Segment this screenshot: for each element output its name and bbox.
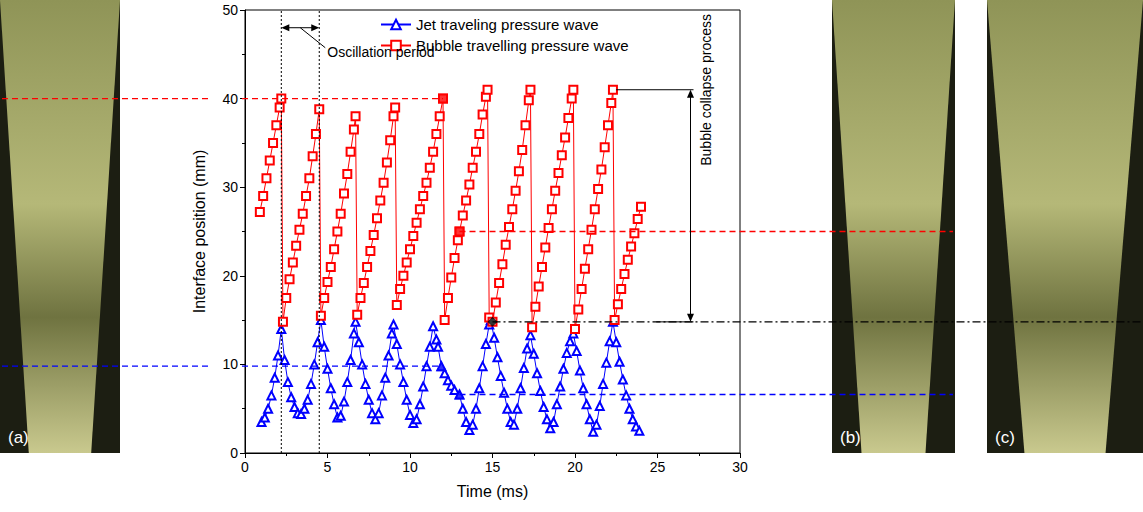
svg-text:(b): (b) <box>840 428 861 447</box>
svg-text:15: 15 <box>485 459 501 475</box>
svg-text:Interface position (mm): Interface position (mm) <box>191 150 208 314</box>
svg-text:(a): (a) <box>8 428 29 447</box>
svg-text:25: 25 <box>650 459 666 475</box>
svg-text:20: 20 <box>567 459 583 475</box>
svg-text:20: 20 <box>222 268 238 284</box>
svg-text:0: 0 <box>241 459 249 475</box>
svg-text:30: 30 <box>222 179 238 195</box>
svg-text:10: 10 <box>222 356 238 372</box>
svg-text:40: 40 <box>222 91 238 107</box>
svg-text:Time (ms): Time (ms) <box>457 483 528 500</box>
svg-text:(c): (c) <box>995 428 1015 447</box>
svg-text:Bubble travelling pressure wav: Bubble travelling pressure wave <box>416 37 629 54</box>
svg-text:0: 0 <box>230 445 238 461</box>
svg-text:Jet traveling pressure wave: Jet traveling pressure wave <box>416 16 599 33</box>
svg-text:50: 50 <box>222 2 238 18</box>
svg-text:5: 5 <box>324 459 332 475</box>
svg-text:Oscillation period: Oscillation period <box>327 44 434 60</box>
svg-text:30: 30 <box>732 459 748 475</box>
svg-text:10: 10 <box>402 459 418 475</box>
svg-text:Bubble collapse process: Bubble collapse process <box>698 14 714 166</box>
